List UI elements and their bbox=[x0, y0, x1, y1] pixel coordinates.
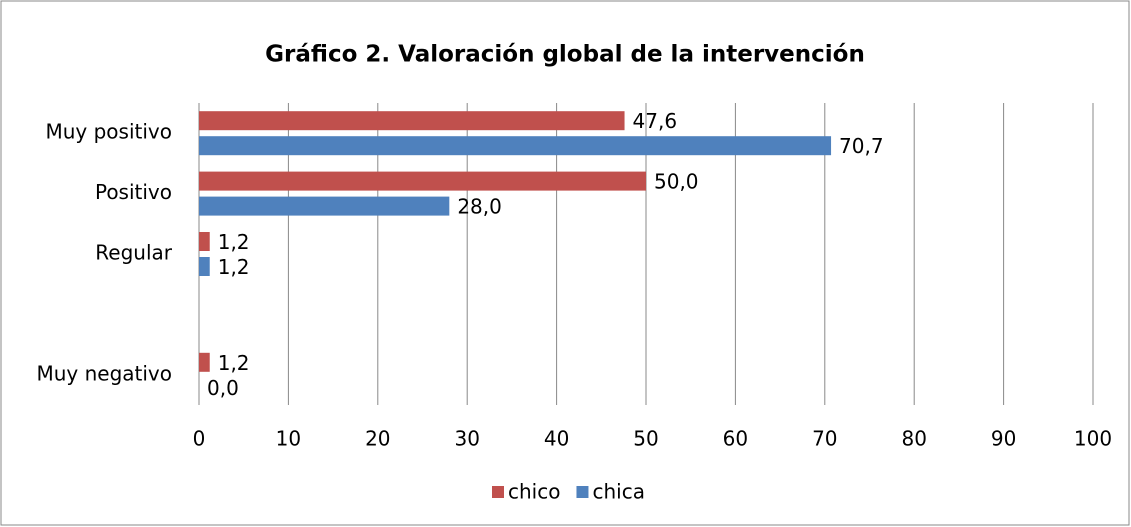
y-tick-label: Muy negativo bbox=[36, 361, 172, 385]
x-tick-label: 80 bbox=[901, 427, 926, 451]
legend-swatch bbox=[492, 486, 504, 498]
legend-label: chico bbox=[508, 480, 560, 504]
bar bbox=[199, 232, 210, 251]
legend-label: chica bbox=[592, 480, 644, 504]
x-tick-label: 30 bbox=[454, 427, 479, 451]
y-tick-label: Muy positivo bbox=[45, 120, 172, 144]
data-label: 70,7 bbox=[839, 134, 884, 158]
data-label: 47,6 bbox=[633, 109, 678, 133]
data-label: 50,0 bbox=[654, 170, 699, 194]
chart-title: Gráfico 2. Valoración global de la inter… bbox=[265, 42, 865, 68]
data-label: 0,0 bbox=[207, 376, 239, 400]
bar bbox=[199, 111, 625, 131]
bar bbox=[199, 171, 646, 191]
x-tick-label: 100 bbox=[1074, 427, 1112, 451]
y-tick-label: Positivo bbox=[95, 180, 172, 204]
x-tick-label: 20 bbox=[365, 427, 390, 451]
bar bbox=[199, 136, 832, 156]
legend-swatch bbox=[576, 486, 589, 498]
data-label: 1,2 bbox=[218, 351, 250, 375]
x-tick-label: 70 bbox=[812, 427, 837, 451]
data-label: 1,2 bbox=[218, 230, 250, 254]
x-tick-label: 10 bbox=[276, 427, 301, 451]
bar bbox=[199, 196, 450, 216]
x-tick-label: 60 bbox=[723, 427, 748, 451]
bar bbox=[199, 352, 210, 372]
x-tick-label: 50 bbox=[633, 427, 658, 451]
data-label: 28,0 bbox=[457, 195, 502, 219]
x-tick-label: 0 bbox=[193, 427, 206, 451]
x-tick-label: 90 bbox=[991, 427, 1016, 451]
y-tick-label: Regular bbox=[95, 241, 172, 265]
bar bbox=[199, 257, 210, 276]
x-tick-label: 40 bbox=[544, 427, 569, 451]
data-label: 1,2 bbox=[218, 255, 250, 279]
